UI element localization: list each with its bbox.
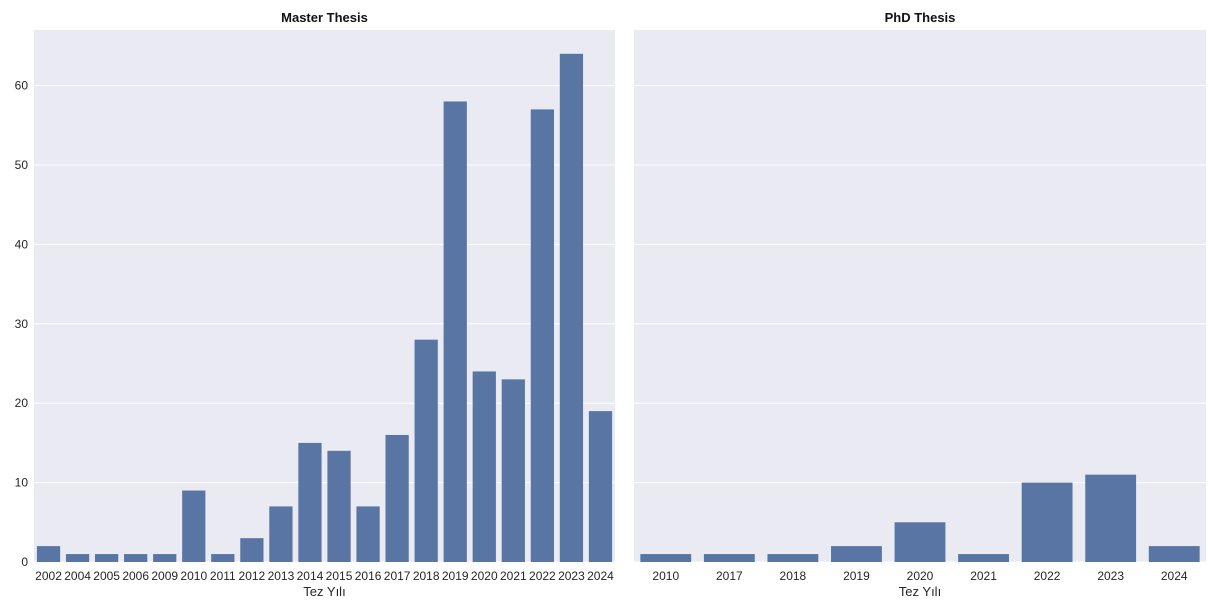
- x-tick-label: 2020: [471, 569, 498, 583]
- x-tick-label: 2013: [268, 569, 295, 583]
- x-tick-label: 2020: [907, 569, 934, 583]
- bar-2006: [124, 554, 148, 562]
- bar-2013: [269, 506, 293, 562]
- x-tick-label: 2024: [1161, 569, 1188, 583]
- y-tick-label: 10: [15, 476, 29, 490]
- plot-background: [634, 30, 1206, 562]
- x-tick-label: 2022: [529, 569, 556, 583]
- x-tick-label: 2022: [1034, 569, 1061, 583]
- bar-2022: [530, 109, 554, 562]
- x-tick-label: 2016: [355, 569, 382, 583]
- x-tick-label: 2018: [413, 569, 440, 583]
- x-tick-label: 2010: [180, 569, 207, 583]
- y-tick-labels: 0 10 20 30 40 50 60: [15, 79, 29, 569]
- bar-2005: [95, 554, 119, 562]
- x-tick-label: 2010: [652, 569, 679, 583]
- x-tick-label: 2011: [210, 569, 236, 583]
- bar-2019: [443, 101, 467, 563]
- bar-2017: [703, 554, 755, 562]
- bar-2011: [211, 554, 235, 562]
- bar-2020: [894, 522, 946, 562]
- x-tick-label: 2019: [442, 569, 469, 583]
- x-tick-label: 2017: [384, 569, 411, 583]
- bars: [640, 474, 1200, 562]
- x-tick-labels: 2010 2017 2018 2019 2020 2021 2022 2023 2024: [652, 569, 1187, 583]
- chart-title: PhD Thesis: [885, 10, 956, 25]
- x-tick-label: 2019: [843, 569, 870, 583]
- bar-2019: [831, 546, 882, 562]
- x-tick-label: 2021: [500, 569, 527, 583]
- y-tick-label: 20: [15, 396, 29, 410]
- bar-2024: [1148, 546, 1200, 562]
- y-tick-label: 30: [15, 317, 29, 331]
- bar-2021: [958, 554, 1009, 562]
- x-tick-label: 2006: [122, 569, 149, 583]
- x-tick-label: 2024: [587, 569, 614, 583]
- y-tick-label: 50: [15, 158, 29, 172]
- y-tick-label: 60: [15, 79, 29, 93]
- bars: [36, 53, 613, 563]
- bar-2014: [298, 442, 322, 562]
- bar-2002: [36, 546, 61, 562]
- bar-2016: [356, 506, 380, 562]
- bar-2010: [182, 490, 206, 562]
- bar-2020: [472, 371, 496, 562]
- bar-2023: [559, 53, 584, 563]
- bar-2021: [501, 379, 525, 562]
- bar-2012: [240, 538, 264, 562]
- x-tick-label: 2023: [1097, 569, 1124, 583]
- x-tick-label: 2023: [558, 569, 585, 583]
- x-tick-label: 2002: [35, 569, 62, 583]
- bar-2018: [414, 339, 438, 562]
- bar-2017: [385, 434, 409, 562]
- bar-2015: [327, 450, 351, 562]
- bar-2024: [588, 411, 613, 562]
- bar-2004: [65, 554, 90, 562]
- x-axis-label: Tez Yılı: [899, 584, 941, 599]
- bar-2018: [767, 554, 819, 562]
- x-axis-label: Tez Yılı: [303, 584, 345, 599]
- x-tick-label: 2017: [716, 569, 743, 583]
- x-tick-label: 2005: [93, 569, 120, 583]
- x-tick-label: 2004: [64, 569, 91, 583]
- x-tick-label: 2021: [970, 569, 997, 583]
- x-tick-label: 2014: [297, 569, 324, 583]
- bar-2010: [640, 554, 692, 562]
- x-tick-label: 2018: [780, 569, 807, 583]
- bar-2022: [1021, 482, 1073, 562]
- x-tick-label: 2015: [326, 569, 353, 583]
- x-tick-label: 2012: [239, 569, 266, 583]
- x-tick-labels: 2002 2004 2005 2006 2009 2010 2011 2012 2013 2014…: [35, 569, 614, 583]
- master-thesis-panel: 2002 2004 2005 2006 2009 2010 2011 2012 2013 2014…: [15, 10, 615, 599]
- bar-2009: [153, 554, 177, 562]
- chart-title: Master Thesis: [281, 10, 368, 25]
- phd-thesis-panel: 2010 2017 2018 2019 2020 2021 2022 2023 2024 PhD…: [634, 10, 1206, 599]
- x-tick-label: 2009: [151, 569, 178, 583]
- y-tick-label: 0: [21, 555, 28, 569]
- bar-2023: [1085, 474, 1137, 562]
- y-tick-label: 40: [15, 237, 29, 251]
